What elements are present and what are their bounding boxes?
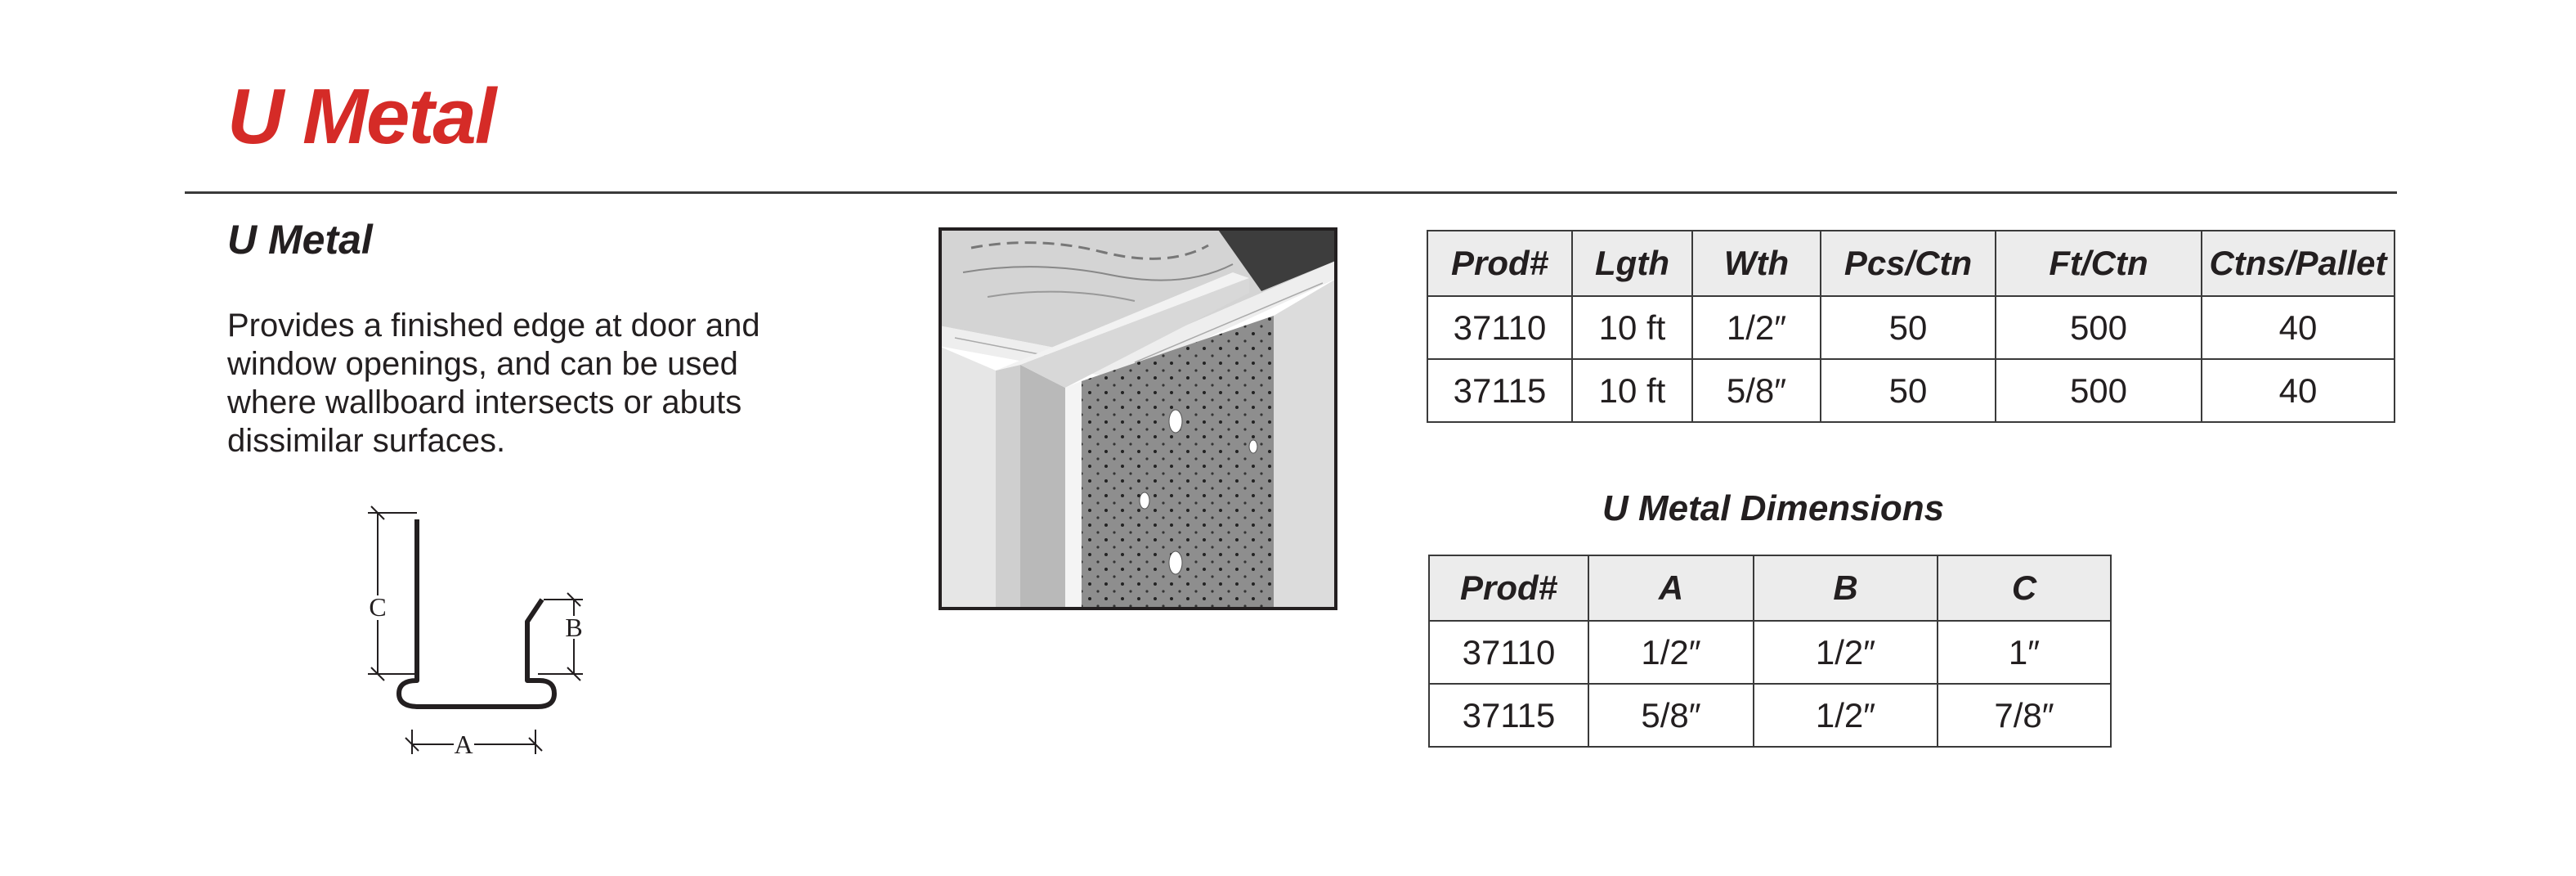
table-row: 37110 1/2″ 1/2″ 1″ xyxy=(1428,620,2112,685)
spec-header-ctns-pallet: Ctns/Pallet xyxy=(2201,230,2395,297)
section-heading: U Metal xyxy=(227,217,373,263)
spec-cell: 1/2″ xyxy=(1691,295,1821,360)
product-illustration xyxy=(939,227,1337,610)
dim-cell: 1″ xyxy=(1937,620,2112,685)
dimension-label-b: B xyxy=(565,613,582,642)
spec-cell: 5/8″ xyxy=(1691,358,1821,423)
dim-cell: 37110 xyxy=(1428,620,1589,685)
spec-table: Prod# Lgth Wth Pcs/Ctn Ft/Ctn Ctns/Palle… xyxy=(1427,230,2395,423)
spec-header-length: Lgth xyxy=(1571,230,1693,297)
product-description: Provides a finished edge at door and win… xyxy=(227,308,760,459)
dim-header-prod: Prod# xyxy=(1428,555,1589,622)
spec-cell: 40 xyxy=(2201,295,2395,360)
table-row: 37115 5/8″ 1/2″ 7/8″ xyxy=(1428,683,2112,748)
dim-cell: 1/2″ xyxy=(1753,620,1938,685)
spec-cell: 37110 xyxy=(1427,295,1573,360)
spec-cell: 10 ft xyxy=(1571,295,1693,360)
spec-cell: 500 xyxy=(1995,295,2202,360)
spec-cell: 40 xyxy=(2201,358,2395,423)
divider xyxy=(185,191,2397,194)
dim-cell: 37115 xyxy=(1428,683,1589,748)
dim-header-c: C xyxy=(1937,555,2112,622)
dim-cell: 7/8″ xyxy=(1937,683,2112,748)
dim-cell: 5/8″ xyxy=(1588,683,1754,748)
dimension-label-a: A xyxy=(454,730,473,759)
dim-cell: 1/2″ xyxy=(1753,683,1938,748)
table-row: 37115 10 ft 5/8″ 50 500 40 xyxy=(1427,358,2395,423)
dim-header-a: A xyxy=(1588,555,1754,622)
spec-header-ft-ctn: Ft/Ctn xyxy=(1995,230,2202,297)
spec-cell: 500 xyxy=(1995,358,2202,423)
spec-header-pcs-ctn: Pcs/Ctn xyxy=(1820,230,1996,297)
dimensions-title: U Metal Dimensions xyxy=(1602,488,1945,528)
dimensions-table: Prod# A B C 37110 1/2″ 1/2″ 1″ 37115 5/8… xyxy=(1428,555,2112,748)
dim-header-b: B xyxy=(1753,555,1938,622)
dim-cell: 1/2″ xyxy=(1588,620,1754,685)
page-title: U Metal xyxy=(227,73,496,160)
dimension-label-c: C xyxy=(369,592,386,622)
table-row: 37110 10 ft 1/2″ 50 500 40 xyxy=(1427,295,2395,360)
spec-header-width: Wth xyxy=(1691,230,1821,297)
spec-cell: 10 ft xyxy=(1571,358,1693,423)
u-profile-diagram: C B A xyxy=(368,505,583,759)
spec-cell: 50 xyxy=(1820,295,1996,360)
spec-cell: 50 xyxy=(1820,358,1996,423)
spec-cell: 37115 xyxy=(1427,358,1573,423)
spec-header-prod: Prod# xyxy=(1427,230,1573,297)
